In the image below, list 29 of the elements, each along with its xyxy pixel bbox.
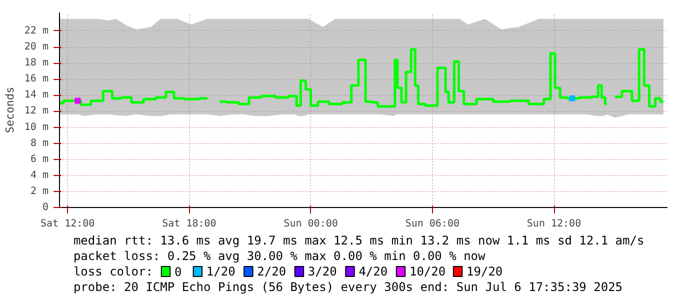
legend-label: 1/20	[206, 264, 236, 278]
y-tick-label: 22 m	[24, 25, 49, 36]
y-tick-label: 0	[42, 202, 49, 213]
legend-label: 3/20	[308, 264, 337, 278]
y-tick-label: 2 m	[30, 186, 48, 197]
legend-label: 10/20	[409, 264, 446, 278]
y-tick-label: 6 m	[30, 154, 48, 165]
y-tick-label: 16 m	[24, 74, 49, 85]
y-tick-label: 8 m	[30, 138, 48, 149]
text: median rtt: 13.6 ms avg 19.7 ms max 12.5 ms min 13.2 ms now 1.1 ms sd 12.1 am/s	[73, 234, 644, 248]
y-tick-label: 14 m	[24, 90, 49, 101]
legend-label: 0	[174, 265, 182, 279]
y-tick-label: 20 m	[24, 42, 49, 53]
legend-label: 4/20	[358, 264, 388, 278]
y-axis-title: Seconds	[3, 86, 16, 134]
x-tick-label: Sat 18:00	[162, 218, 216, 230]
legend-label: 2/20	[257, 264, 286, 278]
y-tick-label: 18 m	[24, 58, 49, 69]
x-tick-label: Sun 12:00	[526, 218, 582, 230]
x-tick-label: Sun 06:00	[405, 218, 460, 230]
text: packet loss: 0.25 % avg 30.00 % max 0.00 % min 0.00 % now	[73, 249, 486, 263]
text: probe: 20 ICMP Echo Pings (56 Bytes) every 300s end: Sun Jul 6 17:35:39 2025	[73, 280, 623, 294]
legend-title: loss color:	[73, 264, 153, 278]
y-tick-label: 4 m	[30, 170, 48, 181]
x-tick-label: Sun 00:00	[284, 218, 338, 230]
y-tick-label: 12 m	[24, 106, 49, 117]
x-tick-label: Sat 12:00	[40, 218, 95, 230]
legend-label: 19/20	[466, 264, 503, 278]
y-tick-label: 10 m	[24, 122, 49, 133]
